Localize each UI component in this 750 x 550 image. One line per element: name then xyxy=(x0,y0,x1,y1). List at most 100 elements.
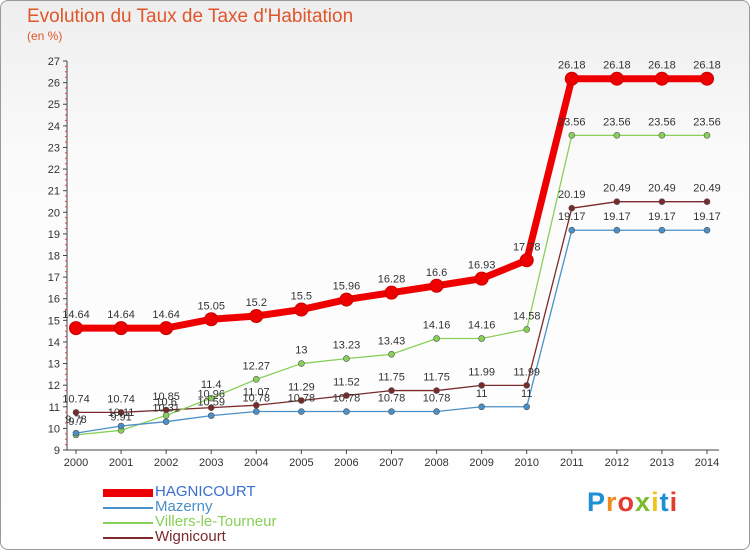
data-label: 12.27 xyxy=(243,360,271,372)
x-tick-label: 2006 xyxy=(334,457,358,469)
x-tick-label: 2000 xyxy=(64,457,88,469)
data-label: 9.91 xyxy=(110,411,131,423)
legend-label: Villers-le-Tourneur xyxy=(155,513,277,530)
data-label: 10.31 xyxy=(152,403,180,415)
y-axis-unit-label: (en %) xyxy=(27,29,63,43)
legend-swatch xyxy=(103,488,153,497)
data-label: 23.56 xyxy=(648,116,676,128)
x-tick-label: 2009 xyxy=(469,457,493,469)
data-label: 26.18 xyxy=(603,60,631,72)
y-tick-label: 9 xyxy=(54,445,60,457)
y-tick-label: 13 xyxy=(48,359,60,371)
data-label: 10.74 xyxy=(107,393,135,405)
data-label: 20.49 xyxy=(603,183,631,195)
y-tick-label: 25 xyxy=(48,99,60,111)
data-point xyxy=(654,71,669,86)
logo-letter: r xyxy=(606,487,618,517)
x-tick-label: 2013 xyxy=(650,457,674,469)
data-label: 14.16 xyxy=(423,319,451,331)
data-label: 11.4 xyxy=(201,379,222,391)
data-point xyxy=(69,321,83,336)
data-point xyxy=(609,71,624,86)
data-label: 11.75 xyxy=(423,372,450,384)
data-label: 15.96 xyxy=(333,281,361,293)
data-point xyxy=(159,321,174,336)
data-point xyxy=(703,226,711,234)
data-point xyxy=(568,204,576,212)
data-label: 19.17 xyxy=(693,211,721,223)
data-point xyxy=(343,392,350,399)
data-point xyxy=(613,132,621,139)
data-point xyxy=(298,397,305,404)
data-point xyxy=(703,198,711,205)
data-point xyxy=(658,198,666,205)
data-point xyxy=(72,429,80,437)
y-tick-label: 24 xyxy=(48,121,60,133)
y-tick-label: 20 xyxy=(48,207,60,219)
data-label: 26.18 xyxy=(558,60,586,72)
data-point xyxy=(294,302,309,317)
y-tick-label: 19 xyxy=(48,229,60,241)
data-point xyxy=(658,226,666,234)
data-point xyxy=(700,71,714,86)
x-tick-label: 2004 xyxy=(244,457,268,469)
data-point xyxy=(568,226,576,234)
data-label: 16.93 xyxy=(468,260,496,272)
data-label: 10.74 xyxy=(62,393,90,405)
data-label: 20.19 xyxy=(558,189,586,201)
data-label: 14.58 xyxy=(513,310,541,322)
x-tick-label: 2001 xyxy=(109,457,133,469)
data-label: 13.43 xyxy=(378,335,406,347)
data-label: 15.05 xyxy=(197,300,225,312)
data-point xyxy=(249,309,264,324)
data-label: 10.11 xyxy=(108,407,135,419)
data-point xyxy=(207,412,215,419)
data-point xyxy=(207,394,215,402)
y-tick-label: 16 xyxy=(48,294,60,306)
data-point xyxy=(478,335,485,342)
y-tick-label: 26 xyxy=(48,78,60,90)
data-label: 11 xyxy=(476,388,487,400)
data-point xyxy=(343,355,350,362)
data-label: 14.16 xyxy=(468,319,496,331)
data-point xyxy=(343,408,350,415)
legend-swatch xyxy=(103,536,153,539)
logo-letter: i xyxy=(651,487,660,517)
data-point xyxy=(658,132,666,139)
y-tick-label: 18 xyxy=(48,251,60,263)
data-label: 10.78 xyxy=(423,393,451,405)
y-tick-label: 11 xyxy=(49,402,60,414)
data-point xyxy=(252,376,260,383)
data-point xyxy=(433,335,440,342)
data-label: 15.2 xyxy=(246,297,267,309)
legend-label: Mazerny xyxy=(155,498,213,515)
data-label: 11.99 xyxy=(513,366,540,378)
data-point xyxy=(523,382,531,389)
y-tick-label: 23 xyxy=(48,142,60,154)
data-point xyxy=(204,312,219,327)
logo-letter: P xyxy=(587,487,607,517)
data-point xyxy=(207,404,215,411)
data-point xyxy=(433,387,440,394)
data-point xyxy=(252,408,260,415)
logo-letter: o xyxy=(617,487,636,517)
data-point xyxy=(162,418,170,425)
data-point xyxy=(117,422,125,430)
data-label: 16.28 xyxy=(378,274,406,286)
data-label: 11.52 xyxy=(333,377,360,389)
data-point xyxy=(478,382,485,389)
data-point xyxy=(564,71,579,86)
data-label: 10.96 xyxy=(197,389,225,401)
data-point xyxy=(433,408,440,415)
y-tick-label: 10 xyxy=(48,423,60,435)
x-tick-label: 2003 xyxy=(199,457,223,469)
data-label: 9.7 xyxy=(68,416,83,428)
y-tick-label: 12 xyxy=(48,380,60,392)
data-label: 10.78 xyxy=(378,393,406,405)
data-point xyxy=(613,198,621,205)
data-label: 11.75 xyxy=(378,372,405,384)
data-label: 20.49 xyxy=(693,183,721,195)
x-tick-label: 2011 xyxy=(560,457,584,469)
data-point xyxy=(298,360,305,367)
